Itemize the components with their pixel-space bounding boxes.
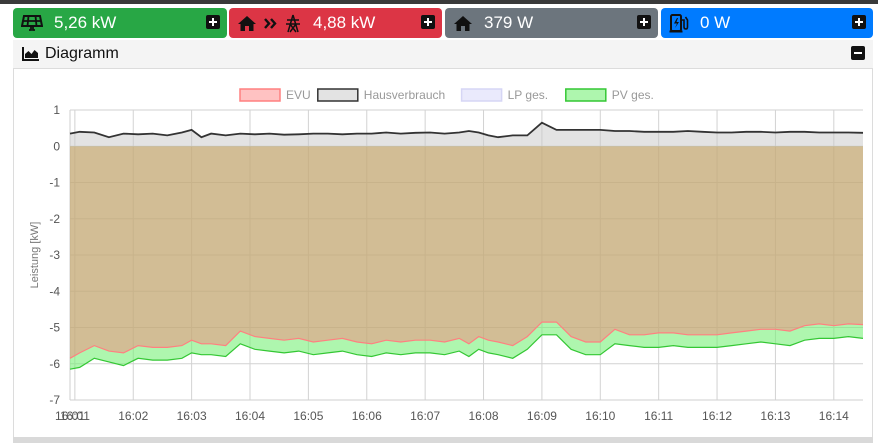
- pv-power-value: 5,26 kW: [54, 13, 117, 32]
- house-consumption-tile[interactable]: 379 W: [445, 8, 658, 38]
- double-chevron-right-icon: [264, 17, 277, 29]
- house-consumption-value: 379 W: [484, 13, 534, 32]
- chart-card-title: Diagramm: [22, 45, 119, 63]
- power-grid-icon: [286, 14, 300, 32]
- house-consumption-icon: [454, 15, 472, 31]
- chart-card: [13, 40, 873, 443]
- house-icon: [238, 15, 256, 31]
- charging-station-icon: [669, 13, 689, 32]
- area-chart-icon: [22, 47, 39, 61]
- chart-card-header[interactable]: [13, 40, 873, 69]
- solar-panel-icon: [21, 15, 43, 31]
- collapse-chart-button[interactable]: [851, 46, 865, 60]
- pv-power-tile[interactable]: 5,26 kW: [13, 8, 227, 38]
- expand-grid-button[interactable]: [421, 15, 435, 29]
- expand-house-button[interactable]: [637, 15, 651, 29]
- expand-pv-button[interactable]: [206, 15, 220, 29]
- grid-power-tile[interactable]: 4,88 kW: [229, 8, 442, 38]
- card-bottom-edge: [13, 437, 873, 443]
- expand-charging-button[interactable]: [852, 15, 866, 29]
- charging-power-value: 0 W: [700, 13, 731, 32]
- top-bar: [0, 0, 878, 4]
- charging-tile[interactable]: 0 W: [661, 8, 873, 38]
- chart-card-title-text: Diagramm: [45, 45, 119, 62]
- grid-power-value: 4,88 kW: [313, 13, 376, 32]
